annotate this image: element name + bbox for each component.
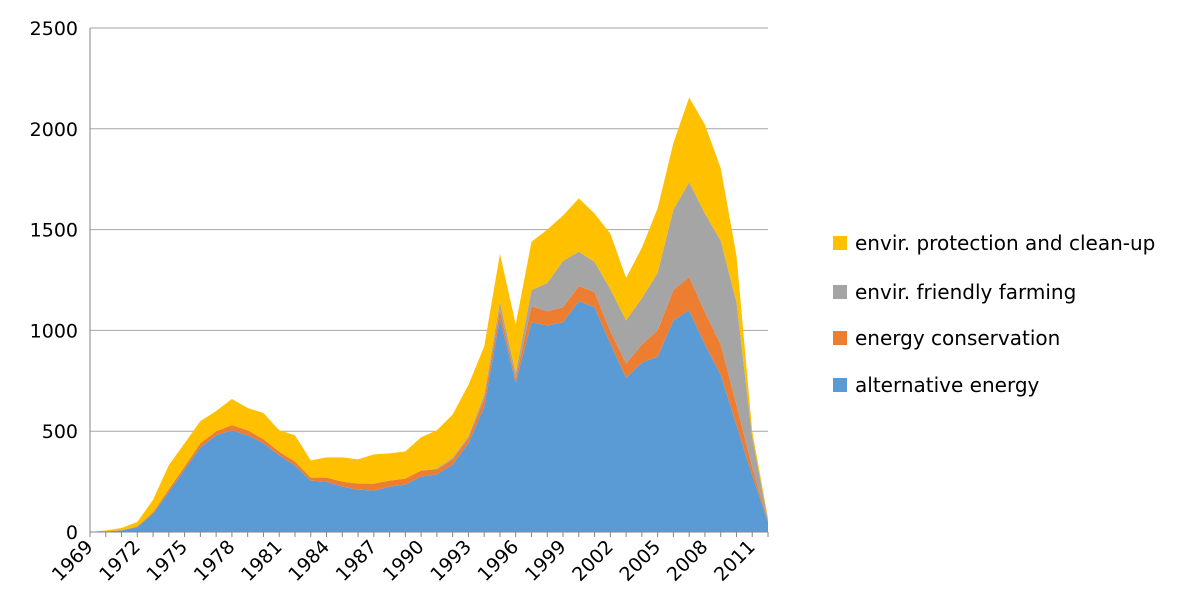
area-series-4 bbox=[90, 97, 768, 533]
legend-swatch bbox=[833, 331, 847, 345]
y-tick-label: 1000 bbox=[30, 320, 78, 342]
legend-swatch bbox=[833, 378, 847, 392]
area-series-1 bbox=[90, 301, 768, 532]
x-tick-label: 1996 bbox=[474, 536, 524, 586]
legend: envir. protection and clean-up envir. fri… bbox=[833, 231, 1155, 397]
x-tick-label: 1984 bbox=[284, 536, 334, 586]
area-series-2 bbox=[90, 276, 768, 532]
area-series bbox=[90, 97, 768, 533]
x-tick-label: 2002 bbox=[568, 536, 618, 586]
x-tick-label: 1975 bbox=[142, 536, 192, 586]
x-tick-label: 1999 bbox=[521, 536, 571, 586]
x-tick-label: 1981 bbox=[237, 536, 287, 586]
y-tick-label: 0 bbox=[66, 522, 78, 544]
x-tick-label: 1978 bbox=[190, 536, 240, 586]
x-tick-label: 2008 bbox=[663, 536, 713, 586]
legend-label: alternative energy bbox=[855, 373, 1040, 397]
legend-label: energy conservation bbox=[855, 326, 1060, 350]
x-tick-label: 1987 bbox=[332, 536, 382, 586]
x-tick-label: 1990 bbox=[379, 536, 429, 586]
legend-swatch bbox=[833, 236, 847, 250]
legend-swatch bbox=[833, 285, 847, 299]
legend-label: envir. protection and clean-up bbox=[855, 231, 1155, 255]
y-tick-label: 2500 bbox=[30, 18, 78, 40]
x-tick-label: 2011 bbox=[710, 536, 760, 586]
y-tick-label: 2000 bbox=[30, 119, 78, 141]
y-tick-label: 1500 bbox=[30, 220, 78, 242]
area-series-3 bbox=[90, 182, 768, 532]
legend-label: envir. friendly farming bbox=[855, 280, 1076, 304]
x-tick-label: 1972 bbox=[95, 536, 145, 586]
x-tick-label: 1993 bbox=[426, 536, 476, 586]
x-tick-label: 2005 bbox=[615, 536, 665, 586]
y-tick-label: 500 bbox=[42, 421, 78, 443]
